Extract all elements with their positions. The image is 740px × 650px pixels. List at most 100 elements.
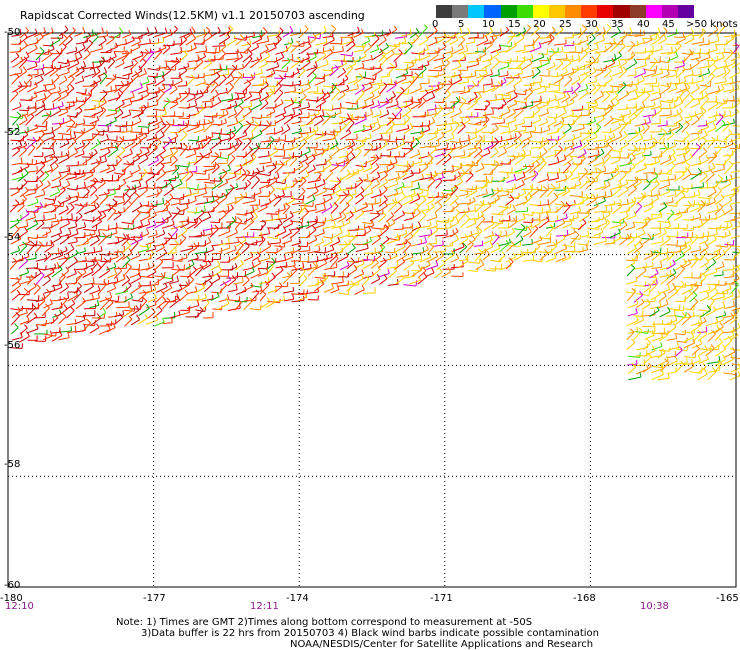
wind-barb-feather — [107, 163, 111, 169]
wind-barb — [715, 123, 726, 133]
wind-barb-feather — [677, 41, 682, 47]
wind-barb — [506, 142, 518, 150]
wind-barb — [577, 39, 589, 45]
wind-barb-feather — [671, 161, 676, 167]
wind-barb — [27, 236, 38, 240]
wind-barb — [89, 84, 98, 92]
wind-barb-feather — [354, 207, 357, 213]
wind-barb — [681, 143, 691, 151]
wind-barb — [307, 179, 321, 183]
wind-barb — [355, 197, 365, 205]
wind-barb-feather — [62, 117, 65, 124]
wind-barb-feather — [307, 41, 312, 47]
wind-barb — [444, 83, 453, 95]
wind-barb-feather — [321, 90, 326, 96]
wind-barb-feather — [522, 187, 527, 194]
wind-barb-feather — [455, 35, 459, 41]
wind-barb-feather — [266, 51, 271, 57]
wind-barb — [259, 222, 267, 231]
wind-barb — [411, 52, 424, 55]
wind-barb-feather — [234, 245, 237, 250]
wind-barb — [476, 40, 489, 47]
wind-barb — [145, 175, 156, 183]
wind-barb — [129, 190, 137, 198]
wind-barb — [385, 183, 398, 189]
wind-barb — [585, 171, 597, 175]
wind-barb-feather — [166, 97, 171, 102]
wind-barb-feather — [86, 188, 90, 192]
wind-barb-feather — [594, 132, 598, 138]
wind-barb — [610, 64, 621, 69]
wind-barb-feather — [323, 203, 327, 210]
wind-barb-feather — [99, 156, 102, 161]
wind-barb — [321, 148, 335, 151]
wind-barb — [225, 242, 239, 245]
wind-barb-feather — [390, 120, 395, 125]
wind-barb — [427, 180, 436, 189]
wind-barb — [635, 167, 647, 173]
wind-barb-feather — [373, 123, 376, 128]
wind-barb — [385, 123, 395, 133]
wind-barb-feather — [164, 27, 168, 33]
wind-barb-feather — [533, 170, 537, 176]
wind-barb-feather — [236, 140, 239, 145]
wind-barb-feather — [511, 167, 513, 173]
wind-barb — [131, 205, 143, 213]
wind-barb-feather — [586, 35, 589, 41]
wind-barb-feather — [657, 156, 661, 162]
wind-barb-feather — [330, 68, 334, 74]
wind-barb — [98, 229, 109, 231]
wind-barb-feather — [416, 208, 421, 214]
wind-barb-feather — [375, 154, 380, 159]
wind-barb — [228, 172, 241, 175]
wind-barb-feather — [344, 158, 350, 163]
wind-barb — [410, 37, 420, 46]
wind-barb-feather — [520, 67, 524, 73]
wind-barb-feather — [648, 116, 651, 123]
wind-barb-feather — [356, 232, 359, 238]
wind-barb — [162, 47, 171, 55]
wind-barb-feather — [414, 72, 419, 77]
wind-barb — [321, 164, 332, 172]
wind-barb-feather — [322, 76, 326, 82]
wind-barb-feather — [361, 164, 364, 170]
wind-barb-feather — [667, 142, 670, 148]
wind-barb — [434, 127, 447, 133]
wind-barb-feather — [634, 84, 638, 90]
wind-barb-feather — [376, 171, 381, 178]
wind-barb — [723, 156, 731, 165]
wind-barb-feather — [474, 206, 476, 211]
wind-barb — [266, 213, 279, 215]
wind-barb-feather — [405, 31, 408, 37]
wind-barb-feather — [618, 51, 622, 57]
wind-barb-feather — [501, 93, 504, 99]
wind-barb-feather — [434, 108, 437, 114]
wind-barb — [169, 243, 179, 253]
wind-barb-feather — [30, 113, 35, 117]
wind-barb — [361, 128, 372, 133]
wind-barb — [202, 86, 210, 95]
wind-barb-feather — [629, 233, 632, 239]
wind-barb-feather — [74, 171, 77, 178]
wind-barb — [587, 48, 599, 53]
wind-barb — [514, 142, 523, 149]
wind-barb-feather — [246, 179, 252, 184]
wind-barb — [107, 148, 119, 158]
wind-barb-feather — [549, 35, 553, 41]
wind-barb-feather — [671, 46, 673, 53]
wind-barb-feather — [672, 148, 676, 154]
wind-barb — [555, 191, 567, 197]
wind-barb-feather — [35, 123, 39, 129]
wind-barb — [162, 124, 171, 134]
wind-barb-feather — [434, 170, 438, 176]
wind-barb-feather — [407, 88, 410, 95]
wind-barb — [417, 100, 427, 109]
wind-barb — [698, 43, 710, 46]
wind-barb — [58, 79, 68, 85]
wind-barb — [674, 111, 683, 118]
wind-barb — [355, 164, 366, 168]
wind-barb-feather — [629, 27, 633, 34]
wind-barb-feather — [673, 141, 677, 147]
wind-barb-feather — [96, 129, 100, 134]
wind-barb-feather — [571, 98, 575, 103]
